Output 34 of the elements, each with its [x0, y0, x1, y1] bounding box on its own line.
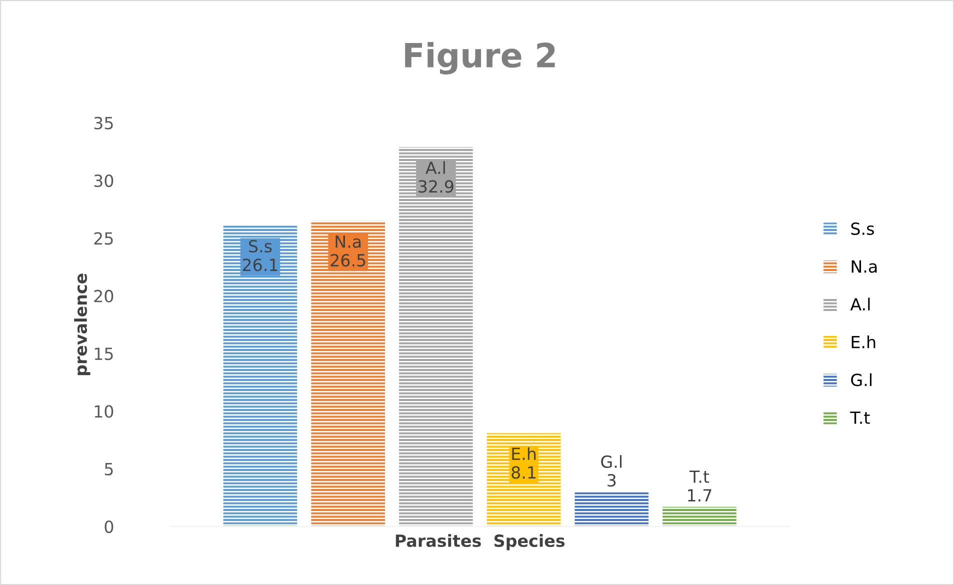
text: E.h [512, 447, 536, 460]
data-label: 26.5 [330, 254, 366, 267]
text: A.l [426, 161, 445, 174]
data-label: 1.7 [688, 489, 712, 502]
y-tick-label: 0 [104, 520, 114, 534]
legend-label: G.l [851, 373, 872, 386]
text: N.a [336, 236, 361, 248]
text: G.l [601, 455, 622, 468]
y-tick-label: 35 [94, 116, 113, 130]
data-label: 8.1 [512, 466, 536, 479]
y-tick-label: 15 [94, 348, 113, 360]
data-label: 3 [608, 474, 616, 487]
y-tick-label: 25 [94, 232, 113, 245]
chart-title: Figure 2 [405, 42, 555, 74]
data-label: 32.9 [418, 180, 454, 193]
bar [574, 492, 649, 526]
legend-label: T.t [850, 412, 870, 424]
bar [223, 225, 298, 526]
x-axis-title: Parasites Species [396, 534, 565, 550]
bar [311, 220, 385, 526]
bar [399, 147, 473, 526]
y-tick-label: 5 [104, 463, 113, 476]
bar [662, 506, 736, 526]
y-axis-title: prevalence [74, 274, 90, 376]
legend-label: S.s [851, 222, 874, 236]
legend-label: E.h [852, 336, 876, 348]
y-tick-label: 20 [94, 290, 114, 302]
legend-label: N.a [852, 260, 877, 273]
text: T.t [689, 470, 710, 483]
y-tick-label: 30 [94, 174, 114, 188]
y-tick-label: 10 [94, 405, 114, 418]
legend-label: A.l [850, 298, 870, 310]
text: S.s [249, 240, 272, 253]
data-label: 26.1 [242, 258, 278, 272]
